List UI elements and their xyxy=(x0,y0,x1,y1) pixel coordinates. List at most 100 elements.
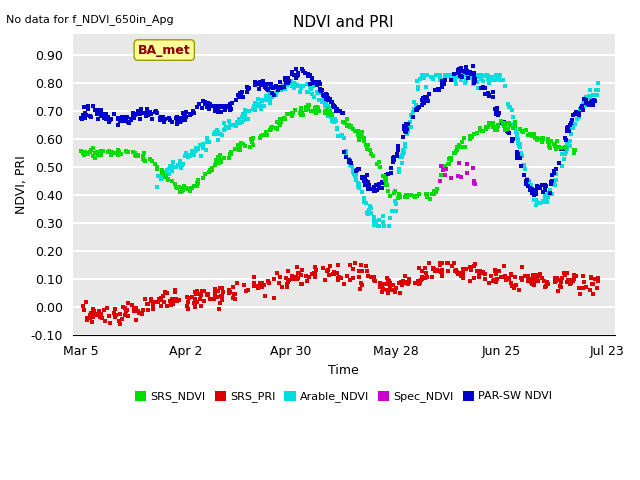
Point xyxy=(122,113,132,121)
Point xyxy=(339,134,349,142)
Point xyxy=(492,110,502,118)
Point xyxy=(131,152,141,159)
Point xyxy=(225,288,236,296)
Point xyxy=(164,297,175,304)
Point xyxy=(275,85,285,93)
Point xyxy=(411,107,421,114)
Point xyxy=(300,106,310,114)
Point xyxy=(515,125,525,132)
Point xyxy=(452,73,462,81)
Point xyxy=(82,316,92,324)
Point xyxy=(583,94,593,102)
Point xyxy=(364,181,374,189)
Point xyxy=(535,270,545,277)
Point xyxy=(451,268,461,276)
Point xyxy=(471,72,481,80)
Point xyxy=(527,130,538,138)
Point xyxy=(117,315,127,323)
Point xyxy=(93,151,104,158)
Point xyxy=(431,188,441,196)
Point xyxy=(104,312,114,320)
Point xyxy=(394,280,404,288)
Point xyxy=(550,278,560,286)
Point xyxy=(235,119,245,127)
Point xyxy=(232,280,242,288)
Point xyxy=(349,170,359,178)
Point xyxy=(236,146,246,154)
Point xyxy=(465,263,475,271)
Point xyxy=(508,137,518,145)
Point xyxy=(362,145,372,153)
Point xyxy=(490,266,500,274)
Point xyxy=(446,76,456,84)
Point xyxy=(282,109,292,117)
Point xyxy=(93,115,103,123)
Point xyxy=(407,113,417,120)
Point xyxy=(433,266,443,274)
Point xyxy=(488,120,498,127)
Point xyxy=(381,171,392,179)
Point xyxy=(397,151,408,158)
Point xyxy=(385,169,396,177)
Point xyxy=(443,160,453,168)
Point xyxy=(445,155,455,162)
Point xyxy=(579,95,589,103)
Point xyxy=(185,110,195,118)
Point xyxy=(140,157,150,165)
Point xyxy=(433,267,443,275)
Point xyxy=(484,119,494,126)
Point xyxy=(436,272,447,280)
Point xyxy=(438,78,449,86)
Point xyxy=(129,306,140,313)
Point xyxy=(589,96,599,104)
Point xyxy=(369,218,380,226)
Point xyxy=(211,156,221,164)
Point xyxy=(437,77,447,84)
Point xyxy=(83,106,93,113)
Point xyxy=(365,185,375,192)
Point xyxy=(387,287,397,294)
Point xyxy=(188,107,198,114)
Point xyxy=(344,123,355,131)
Point xyxy=(237,88,248,96)
Point xyxy=(358,194,369,202)
Point xyxy=(202,134,212,142)
Point xyxy=(543,135,553,143)
Point xyxy=(434,86,444,94)
Point xyxy=(222,102,232,110)
Point xyxy=(460,63,470,71)
Point xyxy=(175,188,186,195)
Point xyxy=(513,135,523,143)
Point xyxy=(295,109,305,117)
Point xyxy=(234,143,244,151)
Point xyxy=(162,170,172,178)
Point xyxy=(290,81,300,88)
Point xyxy=(255,102,265,110)
Point xyxy=(549,181,559,189)
Point xyxy=(405,118,415,126)
Point xyxy=(275,78,285,85)
Point xyxy=(220,125,230,133)
Point xyxy=(553,276,563,284)
Point xyxy=(234,146,244,154)
Point xyxy=(171,183,181,191)
Point xyxy=(536,181,547,189)
Point xyxy=(567,125,577,132)
Point xyxy=(102,113,113,121)
Point xyxy=(403,277,413,285)
Point xyxy=(217,284,227,292)
Point xyxy=(527,188,538,195)
Point xyxy=(272,88,282,96)
Point xyxy=(442,71,452,79)
Point xyxy=(398,148,408,156)
Point xyxy=(509,118,520,126)
Point xyxy=(339,280,349,288)
Point xyxy=(159,168,170,176)
Point xyxy=(196,287,207,295)
Point xyxy=(180,112,190,120)
Point xyxy=(589,97,600,105)
Point xyxy=(527,186,537,193)
Point xyxy=(263,86,273,94)
Point xyxy=(497,119,507,126)
Point xyxy=(499,122,509,130)
